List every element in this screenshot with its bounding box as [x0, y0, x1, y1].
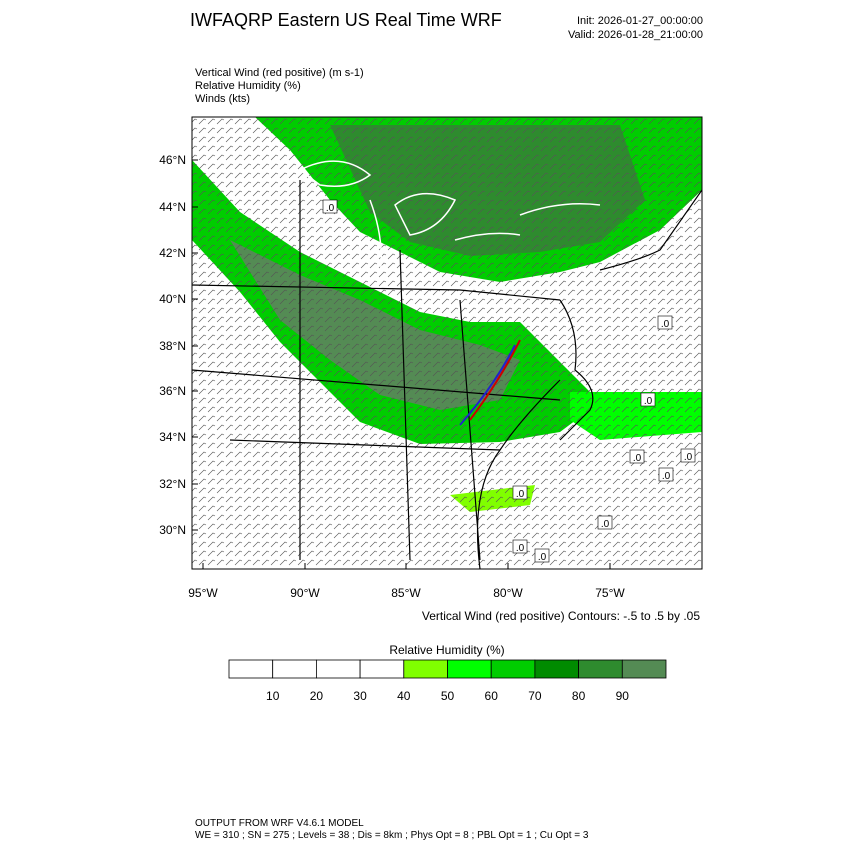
map-caption: Vertical Wind (red positive) Contours: -…	[422, 609, 700, 623]
colorbar-label: 40	[397, 689, 411, 703]
contour-label-box	[640, 392, 656, 407]
footer-line: OUTPUT FROM WRF V4.6.1 MODEL	[195, 818, 364, 829]
lat-label: 34°N	[159, 430, 186, 444]
legend-line: Winds (kts)	[195, 93, 250, 105]
colorbar-box	[534, 659, 580, 679]
lat-label: 36°N	[159, 384, 186, 398]
colorbar-label: 20	[310, 689, 324, 703]
contour-label: .0	[644, 396, 653, 407]
map-frame	[191, 116, 703, 570]
contour-label-box	[534, 548, 550, 563]
colorbar-label: 10	[266, 689, 280, 703]
lon-label: 90°W	[290, 586, 320, 600]
lat-label: 46°N	[159, 153, 186, 167]
colorbar-box	[578, 659, 623, 679]
lat-label: 40°N	[159, 292, 186, 306]
legend-line: Relative Humidity (%)	[195, 80, 301, 92]
contour-label: .0	[538, 552, 547, 563]
contour-label: .0	[516, 489, 525, 500]
map-ticks: 95°W 90°W 85°W 80°W 75°W 46°N 44°N 42°N 40°N 38°N…	[159, 153, 696, 600]
lon-label: 75°W	[595, 586, 625, 600]
colorbar-label: 70	[528, 689, 542, 703]
lat-label: 38°N	[159, 339, 186, 353]
colorbar-box	[403, 659, 448, 679]
colorbar-box	[315, 659, 361, 679]
contour-label: .0	[326, 203, 335, 214]
contour-label: .0	[601, 519, 610, 530]
contour-label-box	[629, 449, 645, 464]
footer-line: WE = 310 ; SN = 275 ; Levels = 38 ; Dis …	[195, 830, 589, 841]
contour-label: .0	[661, 319, 670, 330]
colorbar-box	[490, 659, 536, 679]
map	[192, 117, 702, 569]
colorbar-label: 60	[485, 689, 499, 703]
colorbar-box	[447, 659, 492, 679]
colorbar-label: 90	[616, 689, 630, 703]
contour-label-box	[658, 467, 674, 482]
contour-label: .0	[662, 471, 671, 482]
lon-label: 95°W	[188, 586, 218, 600]
lon-label: 80°W	[493, 586, 523, 600]
lat-label: 44°N	[159, 200, 186, 214]
contour-label-box	[512, 539, 528, 554]
colorbar-label: 80	[572, 689, 586, 703]
colorbar-label: 50	[441, 689, 455, 703]
colorbar-box	[272, 659, 317, 679]
valid-time: Valid: 2026-01-28_21:00:00	[568, 29, 703, 41]
lat-label: 30°N	[159, 523, 186, 537]
colorbar-label: 30	[353, 689, 367, 703]
contour-label-box	[657, 315, 673, 330]
init-time: Init: 2026-01-27_00:00:00	[577, 15, 703, 27]
legend-line: Vertical Wind (red positive) (m s-1)	[195, 67, 364, 79]
contour-label-box	[322, 199, 338, 214]
contour-label: .0	[684, 452, 693, 463]
colorbar: 10 20 30 40 50 60 70 80 90	[228, 659, 667, 703]
contour-label-box	[597, 515, 613, 530]
contour-label: .0	[633, 453, 642, 464]
lon-label: 85°W	[391, 586, 421, 600]
lat-label: 42°N	[159, 246, 186, 260]
colorbar-box	[359, 659, 405, 679]
contour-label: .0	[516, 543, 525, 554]
colorbar-box	[228, 659, 274, 679]
contour-label-box	[680, 448, 696, 463]
colorbar-title: Relative Humidity (%)	[389, 643, 504, 657]
title: IWFAQRP Eastern US Real Time WRF	[190, 10, 502, 30]
colorbar-box	[621, 659, 667, 679]
lat-label: 32°N	[159, 477, 186, 491]
contour-label-box	[512, 485, 528, 500]
